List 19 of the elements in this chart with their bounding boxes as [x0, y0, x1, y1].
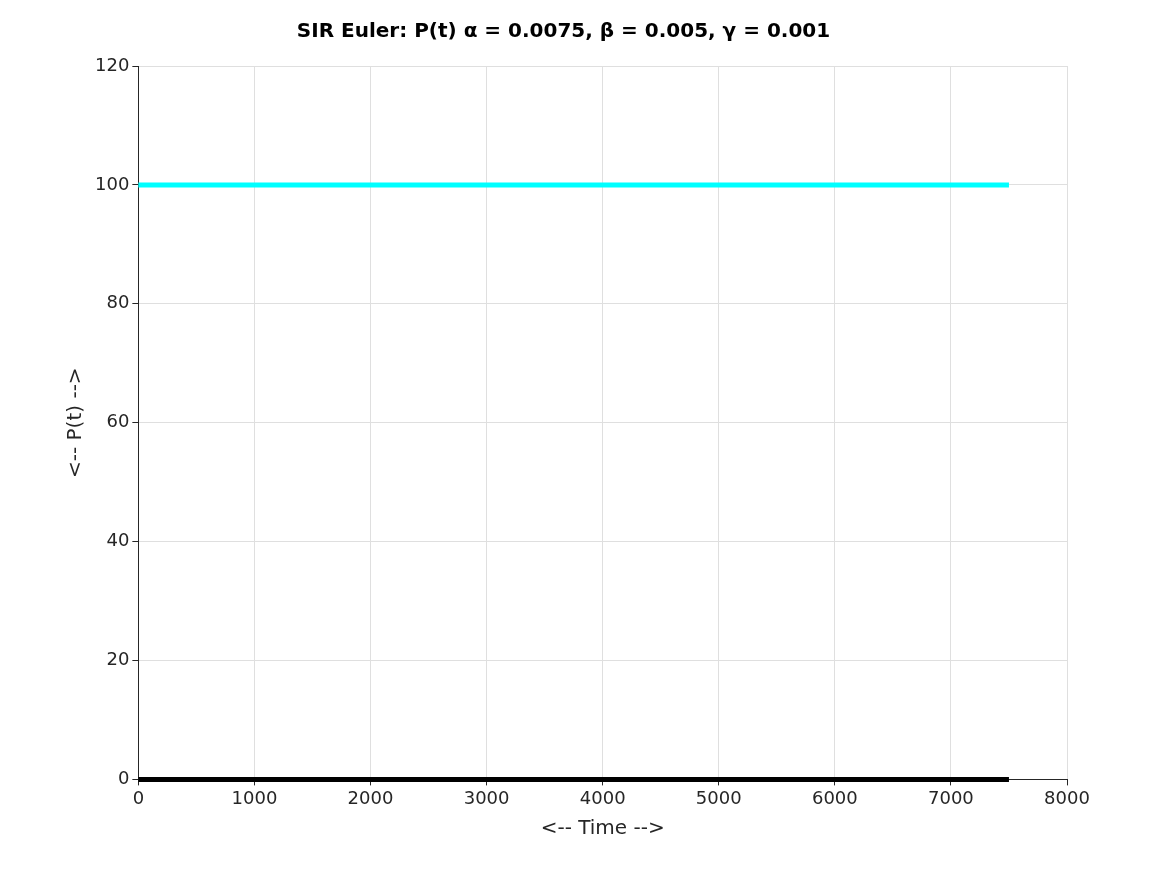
y-tick-label: 80 [106, 291, 130, 313]
x-axis-title: <-- Time --> [540, 815, 665, 840]
y-tick-label: 20 [106, 648, 130, 670]
y-tick-label: 0 [117, 767, 130, 789]
chart-title: SIR Euler: P(t) α = 0.0075, β = 0.005, γ = 0.001 [296, 18, 831, 43]
y-tick-label: 40 [106, 529, 130, 551]
y-tick-label: 120 [95, 53, 130, 75]
x-tick-label: 8000 [1044, 786, 1090, 808]
x-tick-label: 1000 [231, 786, 278, 808]
x-tick-label: 7000 [928, 786, 974, 808]
x-tick-label: 6000 [811, 786, 858, 808]
x-tick-label: 5000 [695, 786, 742, 808]
x-tick-label: 4000 [579, 786, 626, 808]
x-tick-label: 0 [132, 786, 145, 808]
y-axis-title: <-- P(t) --> [62, 367, 87, 478]
y-tick-label: 60 [106, 410, 130, 432]
x-tick-label: 2000 [347, 786, 394, 808]
y-tick-label: 100 [95, 172, 130, 194]
x-tick-label: 3000 [463, 786, 510, 808]
